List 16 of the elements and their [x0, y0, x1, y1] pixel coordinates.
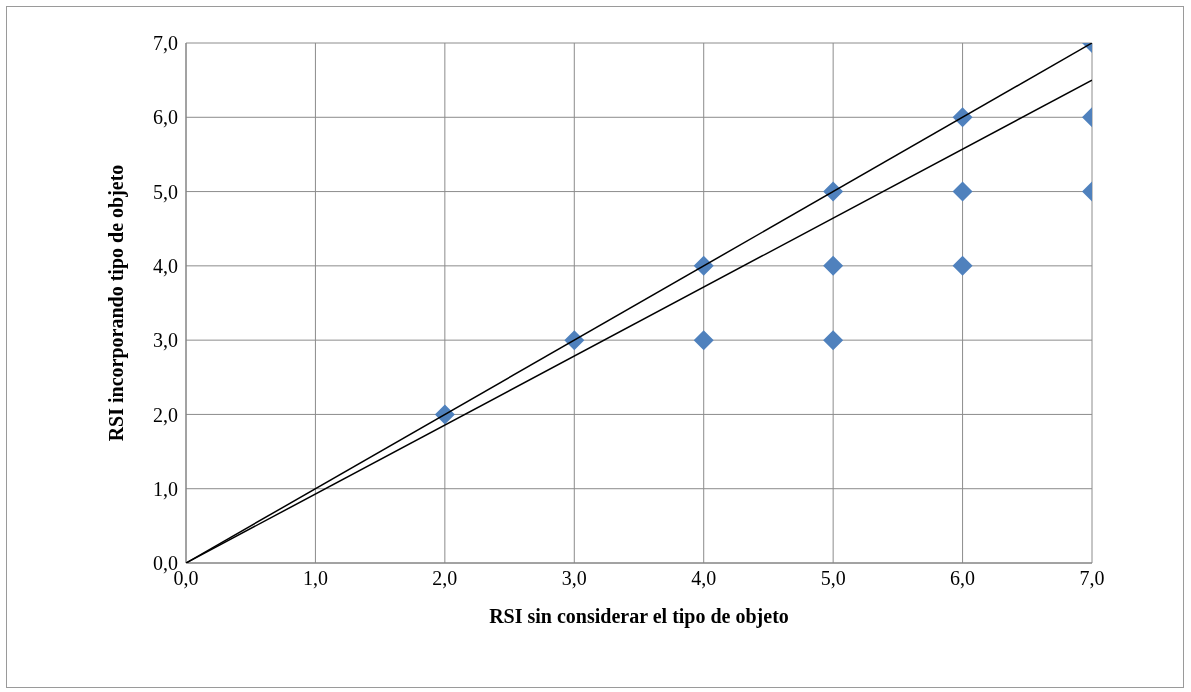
- x-tick-label: 2,0: [432, 567, 458, 590]
- y-tick-label: 2,0: [153, 403, 178, 426]
- y-tick-label: 4,0: [153, 254, 178, 277]
- y-tick-label: 5,0: [153, 180, 178, 203]
- x-tick-label: 1,0: [302, 567, 328, 590]
- y-tick-label: 7,0: [153, 32, 178, 55]
- x-tick-label: 6,0: [950, 567, 976, 590]
- x-tick-label: 3,0: [561, 567, 587, 590]
- y-tick-label: 3,0: [153, 329, 178, 352]
- x-axis-title: RSI sin considerar el tipo de objeto: [489, 605, 789, 628]
- x-tick-label: 4,0: [691, 567, 717, 590]
- y-axis-title: RSI incorporando tipo de objeto: [105, 164, 129, 442]
- x-tick-label: 7,0: [1079, 567, 1105, 590]
- y-tick-label: 1,0: [153, 477, 178, 500]
- y-tick-label: 6,0: [153, 106, 178, 129]
- x-tick-label: 5,0: [820, 567, 846, 590]
